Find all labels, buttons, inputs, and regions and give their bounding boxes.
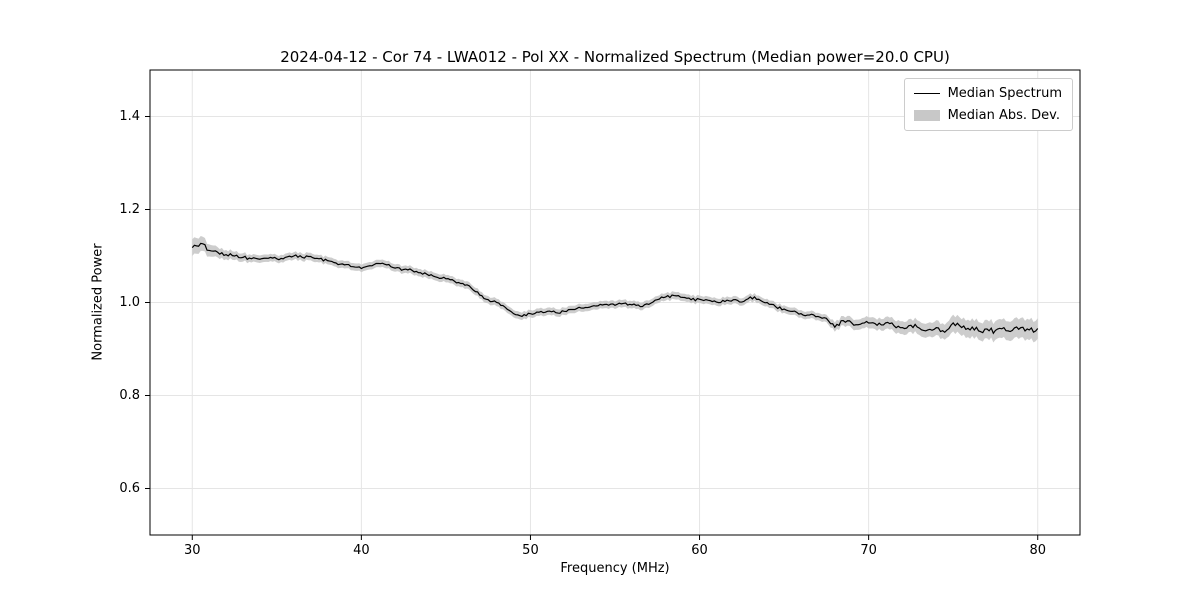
band-swatch-icon xyxy=(913,110,940,121)
median-abs-dev-band xyxy=(192,236,1038,343)
median-spectrum-line xyxy=(191,242,1039,335)
x-axis-label: Frequency (MHz) xyxy=(560,561,670,576)
y-tick-label: 1.0 xyxy=(119,294,140,310)
legend-label: Median Spectrum xyxy=(947,86,1062,101)
legend: Median Spectrum Median Abs. Dev. xyxy=(903,78,1073,131)
chart-title: 2024-04-12 - Cor 74 - LWA012 - Pol XX - … xyxy=(280,48,950,66)
x-tick-label: 40 xyxy=(353,543,370,558)
legend-entry-median-abs-dev: Median Abs. Dev. xyxy=(913,108,1062,123)
x-tick-label: 60 xyxy=(691,543,708,558)
y-tick-label: 1.4 xyxy=(119,108,140,124)
x-tick-label: 30 xyxy=(183,543,201,558)
line-swatch-icon xyxy=(913,93,940,94)
y-tick-label: 0.8 xyxy=(119,387,140,403)
x-tick-label: 80 xyxy=(1029,543,1046,558)
legend-label: Median Abs. Dev. xyxy=(947,108,1061,123)
x-tick-label: 50 xyxy=(522,543,539,558)
legend-entry-median-spectrum: Median Spectrum xyxy=(913,86,1062,101)
y-tick-label: 1.2 xyxy=(119,201,140,217)
y-tick-label: 0.6 xyxy=(119,480,140,496)
x-tick-label: 70 xyxy=(860,543,877,558)
